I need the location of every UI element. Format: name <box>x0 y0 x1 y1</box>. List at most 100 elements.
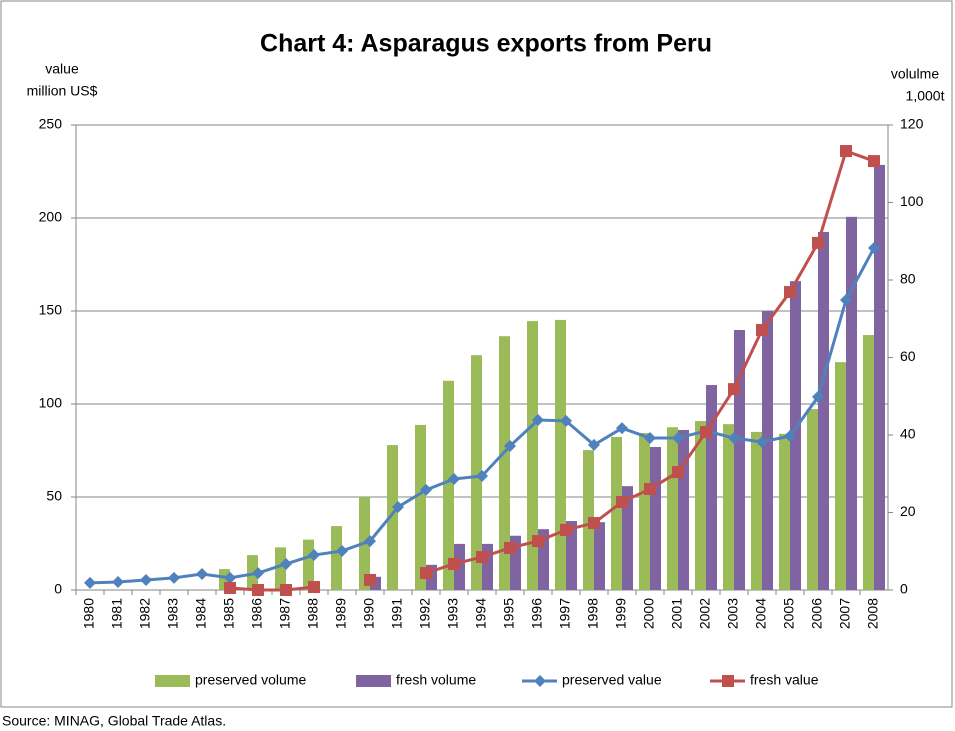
y2-tick-label: 120 <box>900 116 924 132</box>
marker <box>560 523 572 536</box>
marker <box>252 567 264 580</box>
bar <box>807 409 818 590</box>
marker <box>224 581 236 594</box>
marker <box>560 414 572 427</box>
x-tick-label: 1998 <box>585 598 601 629</box>
bar <box>594 522 605 590</box>
bar <box>415 424 426 590</box>
x-tick-label: 1991 <box>389 598 405 629</box>
y2-tick-label: 20 <box>900 503 916 519</box>
marker <box>392 501 404 514</box>
marker <box>336 544 348 557</box>
marker <box>756 435 768 448</box>
bar <box>611 436 622 590</box>
marker <box>504 541 516 554</box>
x-tick-label: 1981 <box>109 598 125 629</box>
x-tick-label: 1989 <box>333 598 349 629</box>
marker <box>840 145 852 158</box>
marker <box>420 483 432 496</box>
x-tick-label: 2002 <box>697 598 713 629</box>
marker <box>84 576 96 589</box>
marker <box>308 581 320 594</box>
y-axis-label: value <box>45 61 79 77</box>
marker <box>868 241 880 254</box>
bar <box>762 311 773 590</box>
x-tick-label: 2007 <box>837 598 853 629</box>
legend-swatch <box>722 675 734 687</box>
marker <box>280 557 292 570</box>
marker <box>168 571 180 584</box>
bar <box>863 335 874 590</box>
x-tick-label: 2004 <box>753 598 769 629</box>
x-tick-label: 2008 <box>865 598 881 629</box>
y2-tick-label: 80 <box>900 271 916 287</box>
x-tick-label: 1993 <box>445 598 461 629</box>
y-axis-label: million US$ <box>27 83 98 99</box>
line <box>229 585 315 592</box>
marker <box>532 535 544 548</box>
x-tick-label: 1997 <box>557 598 573 629</box>
marker <box>784 429 796 442</box>
x-tick-label: 1986 <box>249 598 265 629</box>
marker <box>784 286 796 299</box>
bar <box>443 380 454 590</box>
bar <box>779 433 790 590</box>
bar <box>566 521 577 590</box>
bar <box>538 529 549 590</box>
marker <box>196 568 208 581</box>
bar <box>678 429 689 590</box>
x-tick-label: 1984 <box>193 598 209 629</box>
bar <box>510 535 521 590</box>
marker <box>672 432 684 445</box>
marker <box>728 432 740 445</box>
marker <box>700 426 712 439</box>
marker <box>756 323 768 336</box>
marker <box>308 549 320 562</box>
y-tick-label: 250 <box>39 116 63 132</box>
x-tick-label: 1996 <box>529 598 545 629</box>
marker <box>364 535 376 548</box>
bar <box>818 231 829 590</box>
marker <box>476 469 488 482</box>
marker <box>112 576 124 589</box>
marker <box>644 432 656 445</box>
bar <box>219 569 230 590</box>
y2-axis-label: 1,000t <box>906 88 945 104</box>
bar <box>482 543 493 590</box>
x-tick-label: 2005 <box>781 598 797 629</box>
marker <box>588 517 600 530</box>
x-tick-label: 2003 <box>725 598 741 629</box>
bar <box>835 362 846 590</box>
bar <box>667 427 678 590</box>
y-tick-label: 200 <box>39 209 63 225</box>
bar <box>331 526 342 590</box>
x-tick-label: 2000 <box>641 598 657 629</box>
marker <box>280 584 292 596</box>
bar <box>275 547 286 590</box>
x-tick-label: 2006 <box>809 598 825 629</box>
marker <box>532 413 544 426</box>
y2-axis-label: volulme <box>891 66 939 82</box>
marker <box>868 155 880 168</box>
y-tick-label: 50 <box>46 488 62 504</box>
legend-label: fresh volume <box>396 672 476 688</box>
marker <box>644 483 656 496</box>
y-tick-label: 0 <box>54 581 62 597</box>
y-tick-label: 150 <box>39 302 63 318</box>
marker <box>224 571 236 584</box>
bar <box>639 433 650 590</box>
marker <box>420 567 432 580</box>
marker <box>728 383 740 396</box>
x-tick-label: 1985 <box>221 598 237 629</box>
legend-label: fresh value <box>750 672 819 688</box>
x-tick-label: 1995 <box>501 598 517 629</box>
bar <box>555 319 566 590</box>
x-tick-label: 2001 <box>669 598 685 629</box>
bar <box>846 216 857 590</box>
legend-swatch <box>356 675 391 687</box>
marker <box>140 573 152 586</box>
x-tick-label: 1987 <box>277 598 293 629</box>
bar <box>706 385 717 590</box>
marker <box>616 422 628 435</box>
y2-tick-label: 60 <box>900 348 916 364</box>
